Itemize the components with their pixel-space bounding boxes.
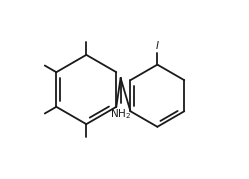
Text: I: I xyxy=(156,41,159,51)
Text: NH$_2$: NH$_2$ xyxy=(110,107,131,121)
